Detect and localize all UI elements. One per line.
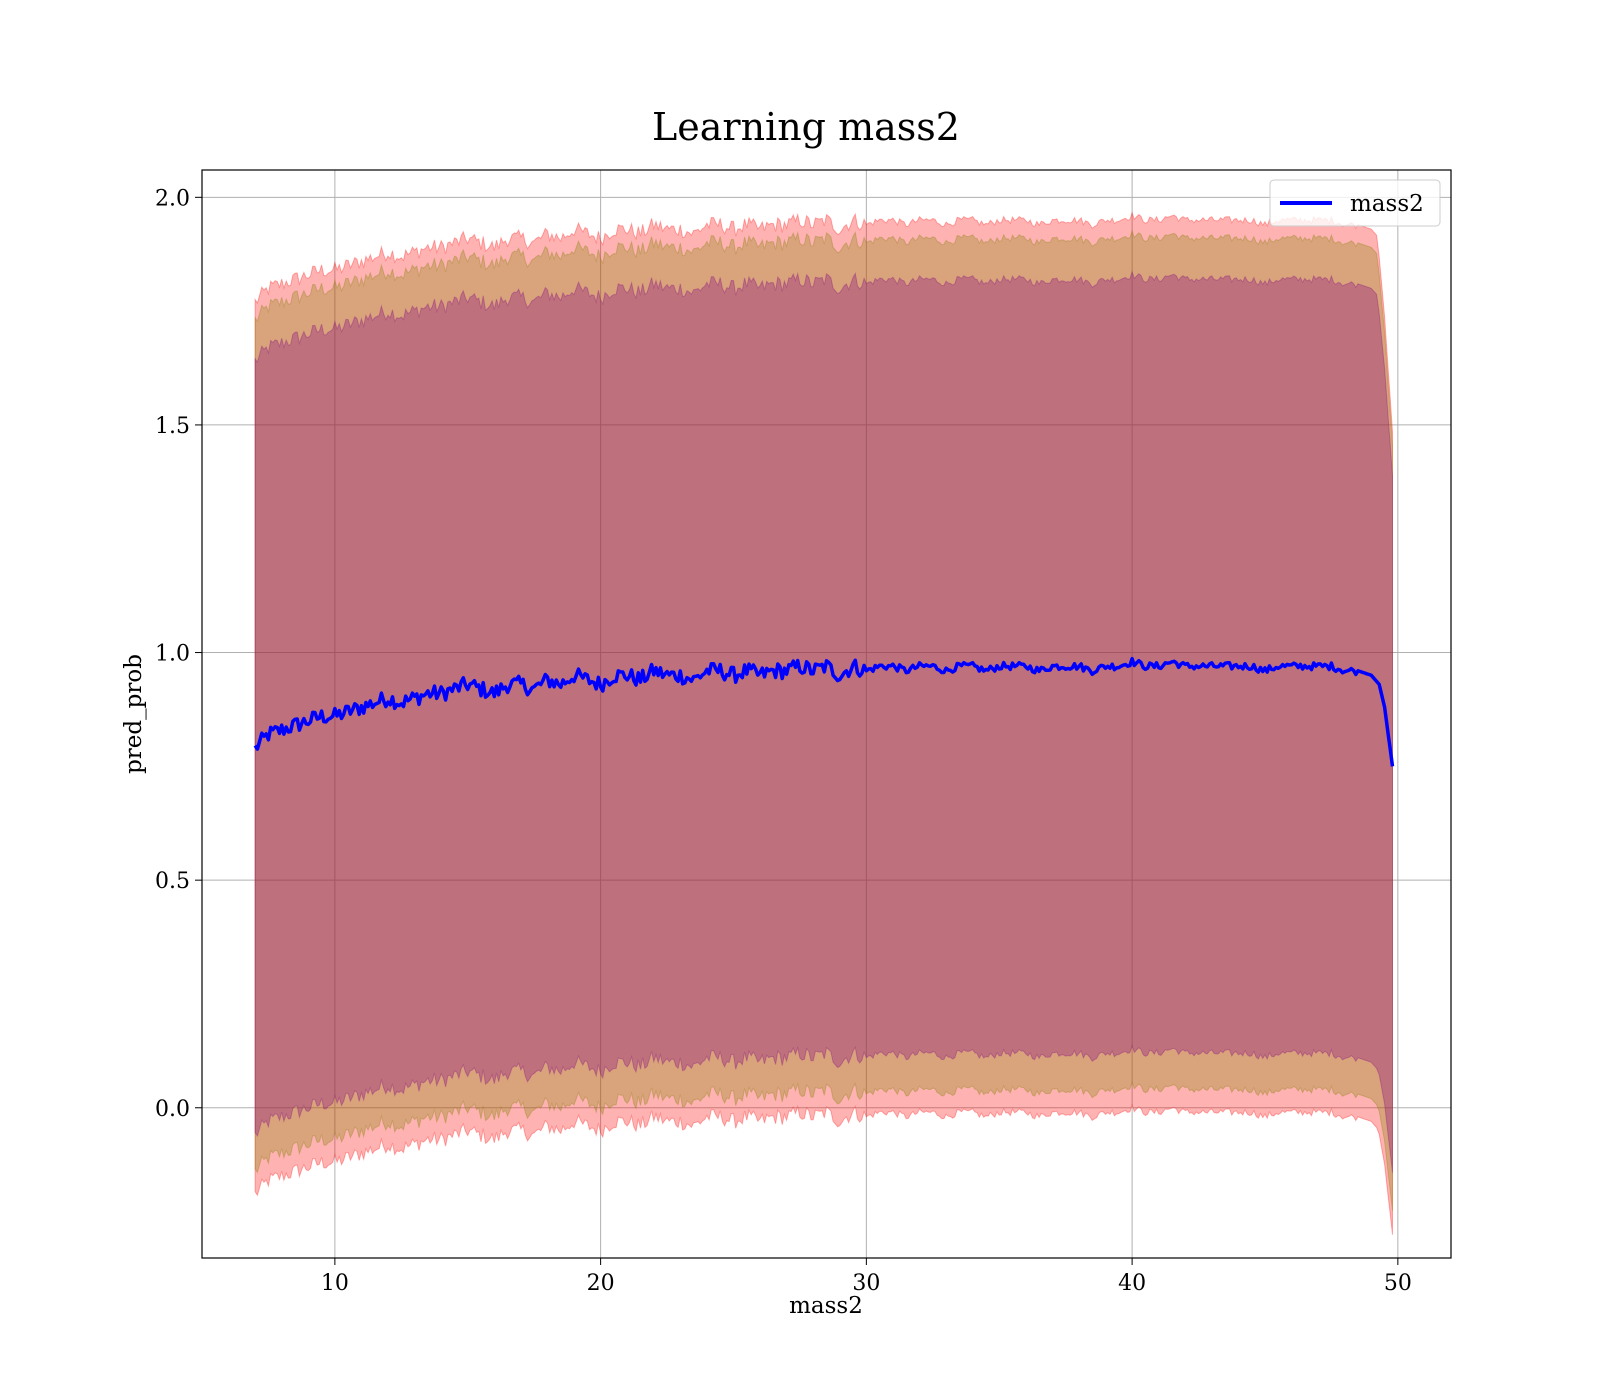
plot-frame <box>201 169 1452 1259</box>
band-inner <box>254 270 1393 1173</box>
y-tick-label: 1.0 <box>155 642 190 667</box>
x-axis-ticks: 10 20 30 40 50 <box>321 1258 1412 1296</box>
chart-title: Learning mass2 <box>652 105 960 149</box>
x-tick-label: 50 <box>1384 1271 1412 1296</box>
series-line-mass2 <box>253 656 1395 767</box>
y-axis-ticks: 0.0 0.5 1.0 1.5 2.0 <box>155 186 202 1122</box>
y-tick-label: 2.0 <box>155 186 190 211</box>
band-outer <box>254 210 1393 1235</box>
y-tick-label: 0.0 <box>155 1097 190 1122</box>
band-middle <box>254 229 1393 1211</box>
uncertainty-bands <box>254 210 1393 1235</box>
y-tick-label: 1.5 <box>155 414 190 439</box>
legend-box <box>1269 179 1441 227</box>
x-axis-label: mass2 <box>789 1293 863 1319</box>
series-lines <box>253 656 1395 767</box>
y-axis-label: pred_prob <box>121 654 147 774</box>
x-tick-label: 30 <box>852 1271 880 1296</box>
grid <box>202 170 1451 1258</box>
x-tick-label: 10 <box>321 1271 349 1296</box>
plot-area: 10 20 30 40 50 0.0 0.5 1.0 1.5 2.0 <box>155 169 1452 1296</box>
y-tick-label: 0.5 <box>155 869 190 894</box>
legend-label-mass2: mass2 <box>1350 191 1424 217</box>
legend: mass2 <box>1269 179 1441 227</box>
x-tick-label: 20 <box>587 1271 615 1296</box>
plot-background <box>202 170 1451 1258</box>
x-tick-label: 40 <box>1118 1271 1146 1296</box>
